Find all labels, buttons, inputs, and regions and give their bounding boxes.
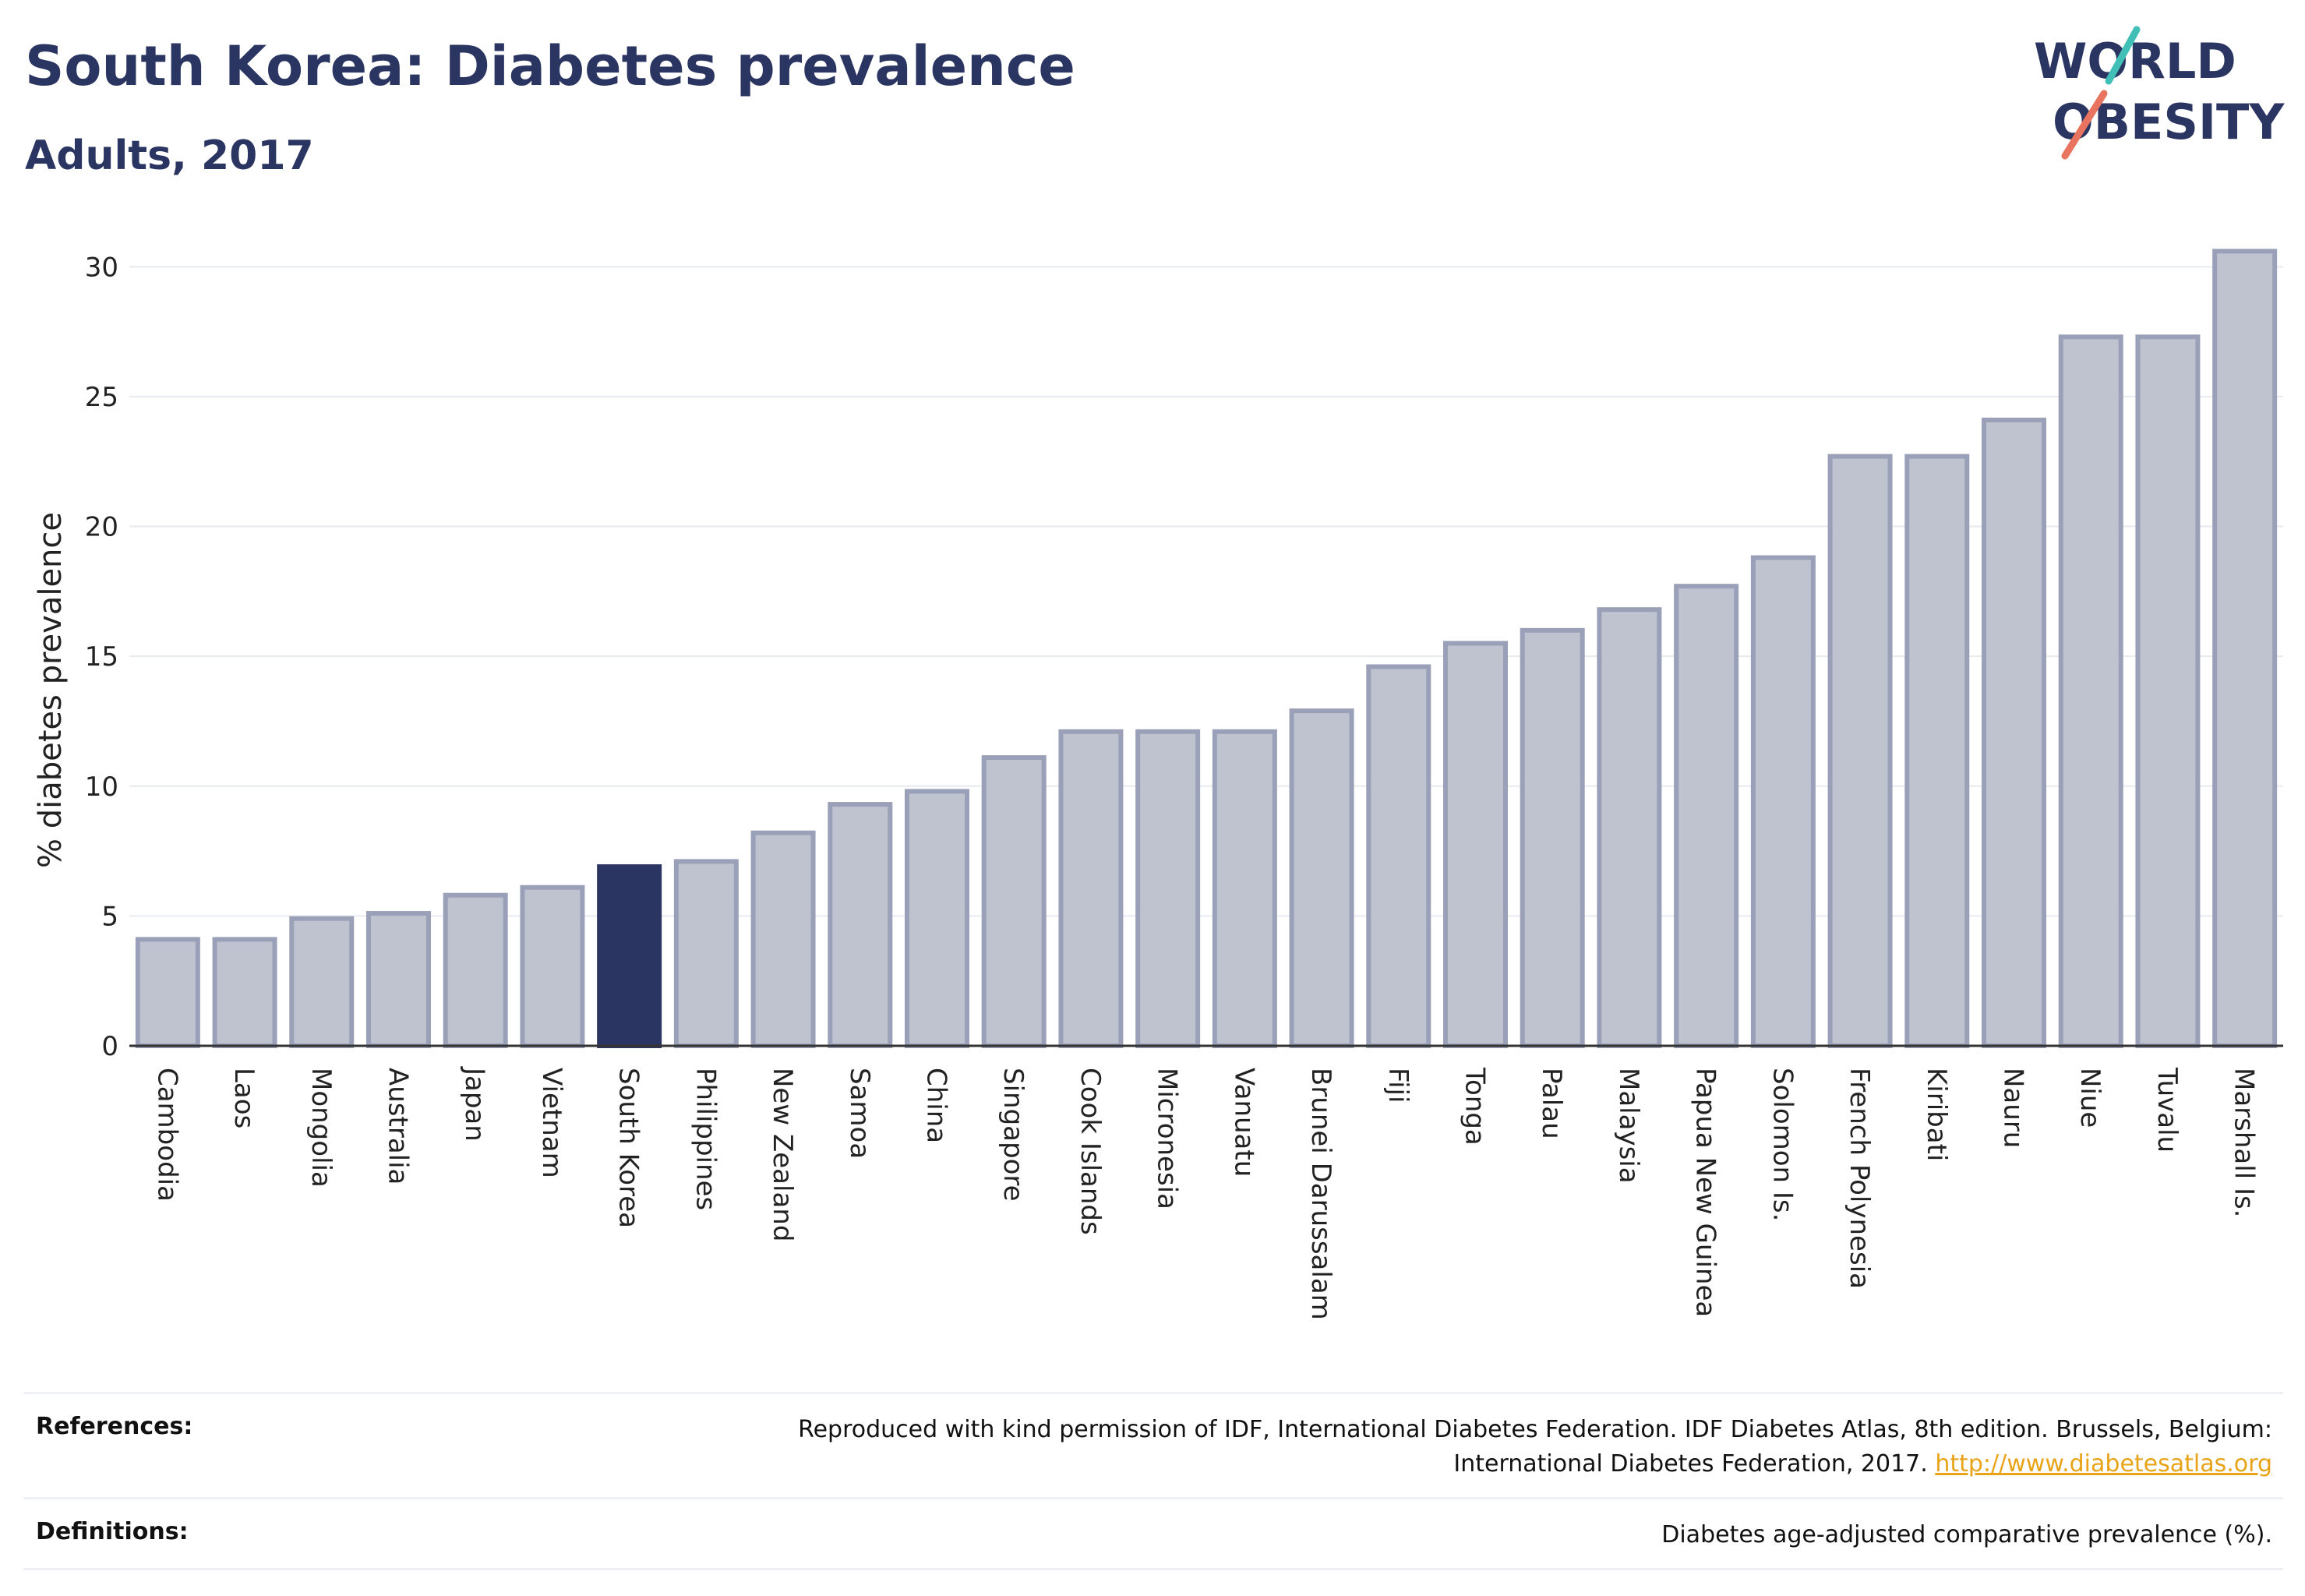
bar-tonga <box>1443 641 1508 1048</box>
x-tick-label: Niue <box>2074 1068 2106 1128</box>
y-tick-label: 0 <box>101 1031 118 1062</box>
x-tick-label: Tonga <box>1460 1067 1491 1146</box>
logo-line-obesity: OBESITY <box>2053 94 2285 150</box>
bar-samoa <box>828 802 893 1048</box>
bar-japan <box>443 892 508 1048</box>
x-tick-label: Samoa <box>844 1068 875 1159</box>
y-tick-label: 10 <box>85 772 118 803</box>
bar-philippines <box>673 859 739 1048</box>
bar-kiribati <box>1904 454 1970 1048</box>
x-tick-label: Papua New Guinea <box>1690 1068 1721 1317</box>
references-label: References: <box>36 1413 193 1440</box>
x-tick-label: Japan <box>459 1066 490 1142</box>
bar-cambodia <box>135 937 200 1049</box>
y-tick-label: 5 <box>101 901 118 932</box>
bar-china <box>905 789 969 1048</box>
bar-australia <box>366 911 431 1048</box>
definitions-label: Definitions: <box>36 1518 189 1545</box>
bar-fiji <box>1366 664 1431 1048</box>
logo-line-world: WORLD <box>2034 33 2236 90</box>
logo-slash-teal <box>2105 26 2141 85</box>
x-tick-label: Singapore <box>997 1068 1029 1202</box>
footer: References: Reproduced with kind permiss… <box>23 1392 2283 1570</box>
bar-singapore <box>981 755 1047 1049</box>
x-tick-label: Palau <box>1536 1068 1567 1139</box>
definitions-text: Diabetes age-adjusted comparative preval… <box>1661 1521 2272 1548</box>
chart-subtitle: Adults, 2017 <box>25 132 314 179</box>
references-text-line1: Reproduced with kind permission of IDF, … <box>798 1416 2272 1443</box>
bar-vanuatu <box>1212 729 1277 1048</box>
x-tick-label: Vanuatu <box>1228 1068 1259 1177</box>
y-tick-label: 15 <box>85 641 118 673</box>
y-tick-label: 25 <box>85 382 118 413</box>
x-tick-label: Mongolia <box>305 1068 337 1188</box>
bar-niue <box>2058 334 2123 1049</box>
bar-cook-islands <box>1058 729 1124 1048</box>
x-tick-label: Marshall Is. <box>2229 1068 2260 1218</box>
bar-chart: 0 5 10 15 20 25 30 Cambodia Laos Mongolia Austral… <box>33 249 2283 1320</box>
references-text-line2: International Diabetes Federation, 2017. <box>1453 1450 1928 1478</box>
x-tick-label: Laos <box>228 1068 259 1128</box>
y-tick-label: 20 <box>85 512 118 543</box>
x-tick-label: Solomon Is. <box>1767 1068 1798 1221</box>
bar-vietnam <box>520 885 585 1049</box>
x-tick-label: Kiribati <box>1921 1068 1952 1161</box>
x-tick-label: China <box>921 1068 952 1143</box>
x-tick-label: Cambodia <box>151 1068 182 1202</box>
y-axis-ticks: 0 5 10 15 20 25 30 <box>85 252 118 1062</box>
x-tick-label: New Zealand <box>767 1068 798 1241</box>
bar-malaysia <box>1597 607 1662 1048</box>
logo-slash-coral <box>2061 90 2108 160</box>
bar-nauru <box>1982 417 2046 1048</box>
y-axis-label: % diabetes prevalence <box>33 512 69 868</box>
bars <box>135 249 2278 1049</box>
y-tick-label: 30 <box>85 252 118 283</box>
x-tick-label: French Polynesia <box>1844 1068 1875 1289</box>
x-axis-ticks: Cambodia Laos Mongolia Australia Japan Vietna… <box>151 1066 2259 1320</box>
bar-mongolia <box>289 916 355 1048</box>
x-tick-label: Philippines <box>690 1068 721 1210</box>
references-text: Reproduced with kind permission of IDF, … <box>798 1413 2272 1481</box>
x-tick-label: South Korea <box>613 1068 644 1228</box>
bar-laos <box>212 937 277 1049</box>
world-obesity-logo: WORLD OBESITY <box>2034 26 2285 160</box>
references-link[interactable]: http://www.diabetesatlas.org <box>1935 1450 2272 1478</box>
x-tick-label: Nauru <box>1998 1068 2029 1148</box>
bar-palau <box>1520 627 1585 1048</box>
bar-brunei-darussalam <box>1289 708 1354 1049</box>
x-tick-label: Brunei Darussalam <box>1305 1068 1336 1320</box>
definitions-row: Definitions: Diabetes age-adjusted compa… <box>23 1497 2283 1570</box>
x-tick-label: Malaysia <box>1613 1068 1644 1184</box>
bar-marshall-is <box>2212 249 2278 1048</box>
bar-south-korea <box>597 864 662 1049</box>
bar-solomon-is <box>1750 555 1816 1048</box>
x-tick-label: Australia <box>383 1068 414 1185</box>
references-row: References: Reproduced with kind permiss… <box>23 1392 2283 1497</box>
x-tick-label: Cook Islands <box>1075 1068 1106 1235</box>
bar-french-polynesia <box>1827 454 1893 1048</box>
bar-new-zealand <box>750 830 816 1049</box>
chart-title: South Korea: Diabetes prevalence <box>25 34 1075 98</box>
bar-micronesia <box>1135 729 1201 1048</box>
bar-papua-new-guinea <box>1674 584 1739 1048</box>
x-tick-label: Fiji <box>1382 1068 1414 1103</box>
bar-tuvalu <box>2135 334 2201 1049</box>
x-tick-label: Tuvalu <box>2151 1067 2183 1153</box>
x-tick-label: Micronesia <box>1152 1068 1183 1209</box>
x-tick-label: Vietnam <box>536 1068 567 1178</box>
